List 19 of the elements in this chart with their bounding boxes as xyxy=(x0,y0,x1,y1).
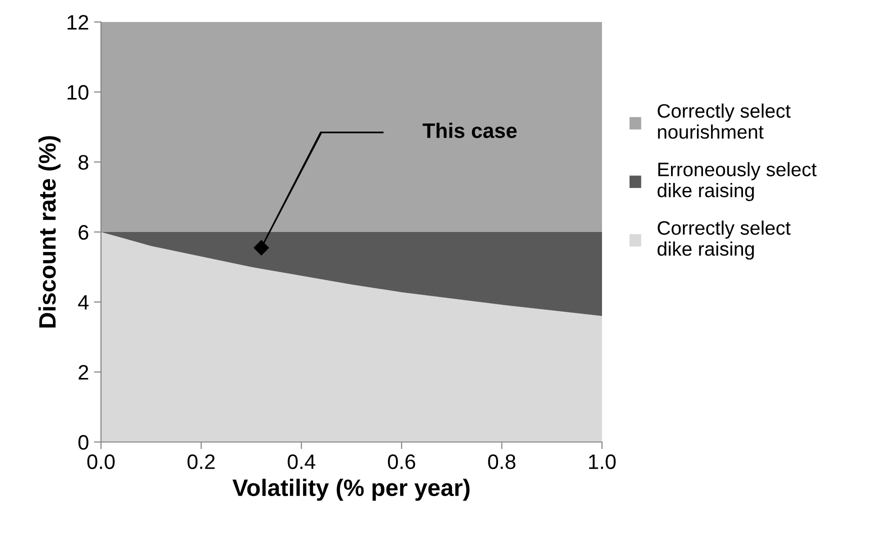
x-tick-label: 0.6 xyxy=(388,454,416,470)
x-tick-label: 0.4 xyxy=(288,454,316,470)
x-axis-title: Volatility (% per year) xyxy=(232,478,470,501)
x-tick-label: 1.0 xyxy=(589,454,616,470)
y-tick-label: 0 xyxy=(78,435,88,450)
y-tick-label: 12 xyxy=(68,15,88,30)
y-tick-label: 10 xyxy=(68,85,88,100)
legend-label: Correctly select nourishment xyxy=(658,104,791,139)
y-tick-label: 6 xyxy=(78,225,88,240)
x-tick-label: 0.2 xyxy=(188,454,215,470)
legend-label: Correctly select dike raising xyxy=(658,220,791,260)
y-tick-label: 4 xyxy=(78,295,89,310)
y-axis-title: Discount rate (%) xyxy=(38,136,60,328)
x-tick-label: 0.0 xyxy=(87,454,115,470)
y-tick-label: 8 xyxy=(78,155,88,170)
legend-label: Erroneously select dike raising xyxy=(658,162,817,202)
x-tick-label: 0.8 xyxy=(488,454,516,470)
annotation: This case xyxy=(422,122,517,138)
y-tick-label: 2 xyxy=(78,365,88,380)
